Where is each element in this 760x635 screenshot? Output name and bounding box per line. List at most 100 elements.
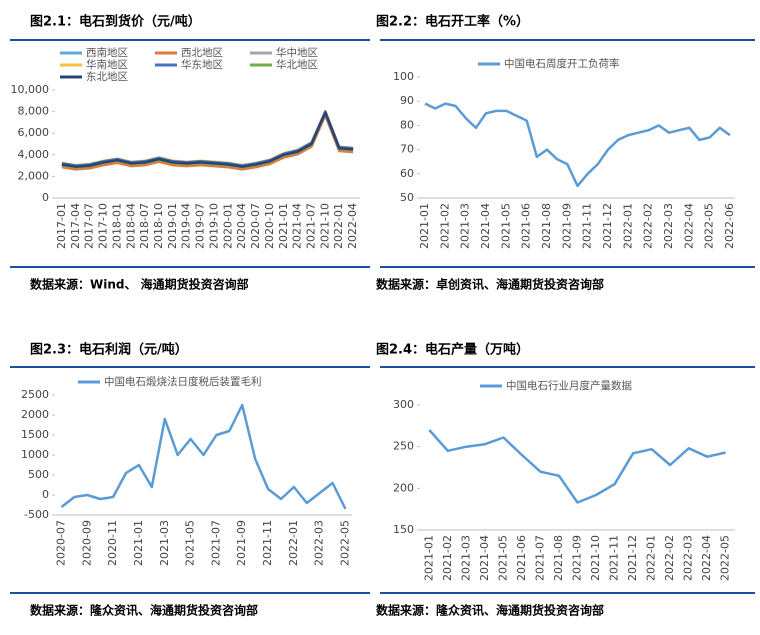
x-tick-label: 2020-07 [54,520,67,566]
figure-title: 图2.3：电石利润（元/吨） [30,342,188,358]
x-tick-label: 2021-09 [560,203,573,249]
x-tick-label: 2022-04 [682,203,695,249]
legend-label: 中国电石行业月度产量数据 [506,379,632,392]
series-line [61,109,354,167]
x-tick-label: 2021-01 [422,535,435,581]
x-tick-label: 2022-01 [287,520,300,566]
x-tick-label: 2020-07 [249,203,262,249]
x-tick-label: 2021-02 [438,203,451,249]
x-tick-label: 2022-05 [703,203,716,249]
x-tick-label: 2021-07 [533,535,546,581]
y-tick-label: 2000 [21,408,49,421]
x-tick-label: 2018-07 [138,203,151,249]
x-tick-label: 2022-02 [642,203,655,249]
x-tick-label: 2021-07 [209,520,222,566]
series-line [61,111,354,168]
y-tick-label: 70 [400,143,414,156]
x-tick-label: 2021-06 [520,203,533,249]
x-tick-label: 2021-12 [601,203,614,249]
x-tick-label: 2022-04 [700,535,713,581]
y-tick-label: -500 [24,508,49,521]
x-tick-label: 2021-01 [132,520,145,566]
y-tick-label: 200 [393,481,414,494]
x-tick-label: 2019-10 [207,203,220,249]
y-tick-label: 80 [400,118,414,131]
y-tick-label: 1500 [21,428,49,441]
figure-title: 图2.1：电石到货价（元/吨） [30,14,201,30]
x-tick-label: 2021-04 [291,203,304,249]
x-tick-label: 2021-02 [441,535,454,581]
x-tick-label: 2022-01 [332,203,345,249]
series-line [428,429,726,504]
y-tick-label: 0 [42,191,49,204]
y-tick-label: 50 [400,191,414,204]
x-tick-label: 2021-12 [626,535,639,581]
x-tick-label: 2018-10 [152,203,165,249]
series-line [61,110,354,168]
y-tick-label: 6,000 [18,126,50,139]
x-tick-label: 2018-04 [124,203,137,249]
x-tick-label: 2021-09 [571,535,584,581]
legend-label: 中国电石煅烧法日度税后装置毛利 [104,375,262,388]
series-line [61,114,354,171]
y-tick-label: 10,000 [11,83,50,96]
x-tick-label: 2021-01 [277,203,290,249]
x-tick-label: 2021-05 [496,535,509,581]
x-tick-label: 2022-04 [346,203,359,249]
x-tick-label: 2021-11 [608,535,621,581]
x-tick-label: 2021-03 [459,203,472,249]
x-tick-label: 2017-04 [69,203,82,249]
x-tick-label: 2020-10 [263,203,276,249]
x-tick-label: 2022-02 [663,535,676,581]
legend-label: 西北地区 [181,46,223,59]
x-tick-label: 2021-07 [304,203,317,249]
x-tick-label: 2019-04 [180,203,193,249]
source-note: 数据来源：Wind、 海通期货投资咨询部 [30,277,249,292]
y-tick-label: 4,000 [18,148,50,161]
x-tick-label: 2020-04 [235,203,248,249]
x-tick-label: 2020-11 [106,520,119,566]
y-tick-label: 250 [393,440,414,453]
y-tick-label: 8,000 [18,105,50,118]
x-tick-label: 2021-10 [589,535,602,581]
legend-label: 华东地区 [181,58,223,71]
x-tick-label: 2021-05 [184,520,197,566]
x-tick-label: 2022-06 [723,203,736,249]
x-tick-label: 2017-01 [55,203,68,249]
x-tick-label: 2019-07 [194,203,207,249]
y-tick-label: 0 [42,488,49,501]
y-tick-label: 150 [393,523,414,536]
x-tick-label: 2021-04 [478,535,491,581]
x-tick-label: 2017-07 [83,203,96,249]
x-tick-label: 2021-09 [235,520,248,566]
source-note: 数据来源：隆众资讯、海通期货投资咨询部 [376,603,604,618]
x-tick-label: 2022-01 [645,535,658,581]
x-tick-label: 2017-10 [97,203,110,249]
x-tick-label: 2022-05 [719,535,732,581]
y-tick-label: 500 [28,468,49,481]
legend-label: 华南地区 [86,58,128,71]
x-tick-label: 2021-01 [418,203,431,249]
x-tick-label: 2022-03 [662,203,675,249]
x-tick-label: 2022-01 [621,203,634,249]
series-line [424,102,731,188]
x-tick-label: 2021-03 [459,535,472,581]
x-tick-label: 2021-08 [552,535,565,581]
x-tick-label: 2021-11 [261,520,274,566]
x-tick-label: 2021-11 [581,203,594,249]
x-tick-label: 2020-01 [221,203,234,249]
series-line [60,403,347,510]
x-tick-label: 2021-08 [540,203,553,249]
legend-label: 华北地区 [276,58,318,71]
source-note: 数据来源：卓创资讯、海通期货投资咨询部 [376,277,604,292]
x-tick-label: 2019-01 [166,203,179,249]
y-tick-label: 1000 [21,448,49,461]
y-tick-label: 2,000 [18,169,50,182]
series-line [61,111,354,169]
y-tick-label: 90 [400,94,414,107]
legend-label: 东北地区 [86,70,128,83]
legend-label: 西南地区 [86,46,128,59]
x-tick-label: 2021-04 [479,203,492,249]
y-tick-label: 2500 [21,388,49,401]
x-tick-label: 2021-06 [515,535,528,581]
